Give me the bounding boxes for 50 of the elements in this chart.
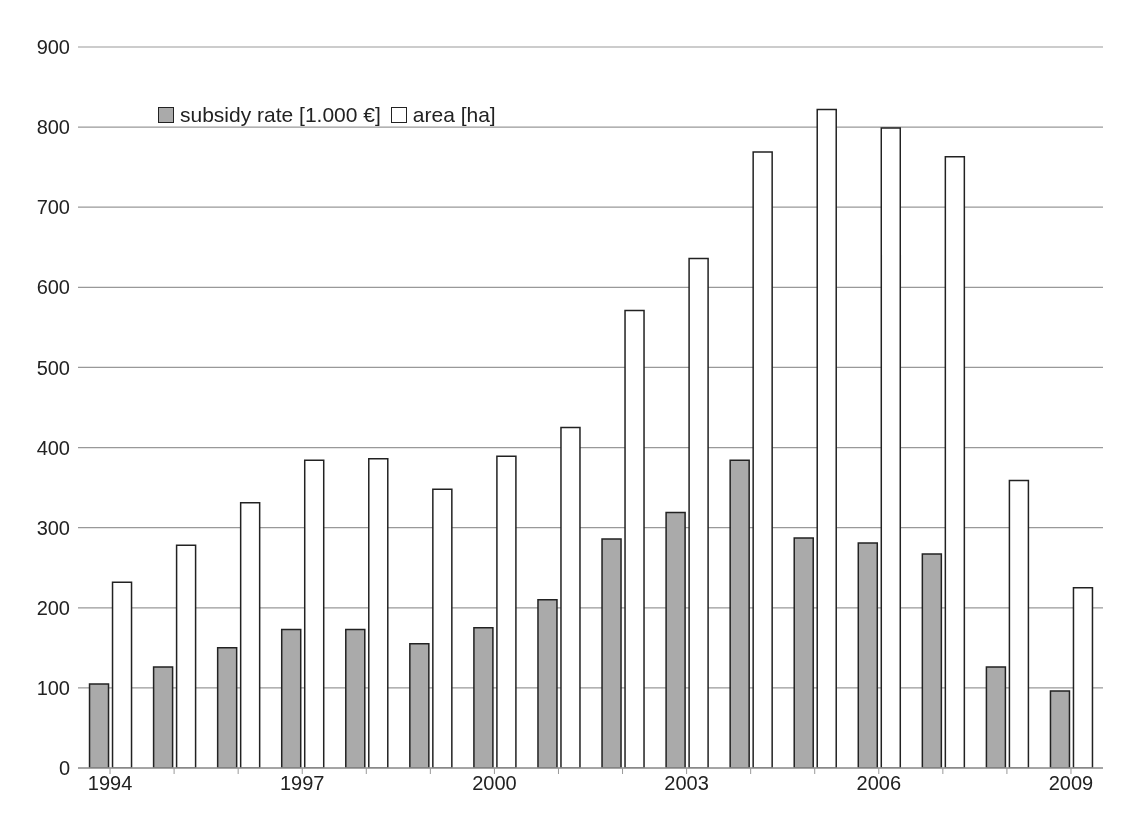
bar	[216, 647, 238, 768]
y-tick-label: 800	[36, 116, 70, 139]
bar	[409, 643, 430, 768]
bar	[368, 458, 389, 768]
y-tick-label: 400	[36, 436, 70, 459]
bar	[793, 537, 814, 768]
bar	[665, 511, 686, 768]
bar	[1008, 479, 1030, 768]
bar	[880, 127, 902, 768]
bar	[473, 627, 494, 768]
x-tick-label: 2003	[664, 772, 709, 795]
y-tick-label: 600	[36, 276, 70, 299]
bar	[239, 502, 261, 768]
y-tick-label: 100	[36, 676, 70, 699]
bar	[111, 581, 133, 768]
bar	[175, 544, 197, 768]
bar	[537, 599, 558, 768]
x-tick-label: 2009	[1048, 772, 1094, 795]
bar	[624, 309, 645, 768]
y-tick-label: 0	[58, 757, 70, 780]
bar	[985, 666, 1007, 768]
y-tick-label: 200	[36, 596, 70, 619]
bar	[345, 628, 366, 768]
bar	[857, 542, 879, 768]
y-tick-label: 700	[36, 196, 70, 219]
bar	[921, 553, 943, 768]
x-tick-label: 1997	[279, 772, 325, 795]
bar	[1049, 690, 1071, 768]
legend-label: subsidy rate [1.000 €]	[180, 103, 381, 127]
bar	[432, 488, 453, 768]
y-tick-label: 500	[36, 356, 70, 379]
legend-label: area [ha]	[412, 103, 496, 127]
bar	[688, 257, 709, 768]
bar	[752, 151, 773, 768]
bar	[303, 459, 325, 768]
bar	[601, 538, 622, 768]
x-tick-label: 2006	[856, 772, 902, 795]
x-tick-label: 1994	[87, 772, 133, 795]
x-tick-label: 2000	[472, 772, 517, 795]
bar	[944, 156, 966, 768]
bar	[280, 628, 302, 768]
y-tick-label: 900	[36, 36, 70, 59]
bar	[816, 108, 837, 768]
bar	[560, 426, 581, 768]
bar	[152, 666, 174, 768]
bar	[496, 455, 517, 768]
bar	[729, 459, 750, 768]
y-tick-label: 300	[36, 516, 70, 539]
bar	[1072, 587, 1094, 768]
bar	[88, 683, 110, 768]
